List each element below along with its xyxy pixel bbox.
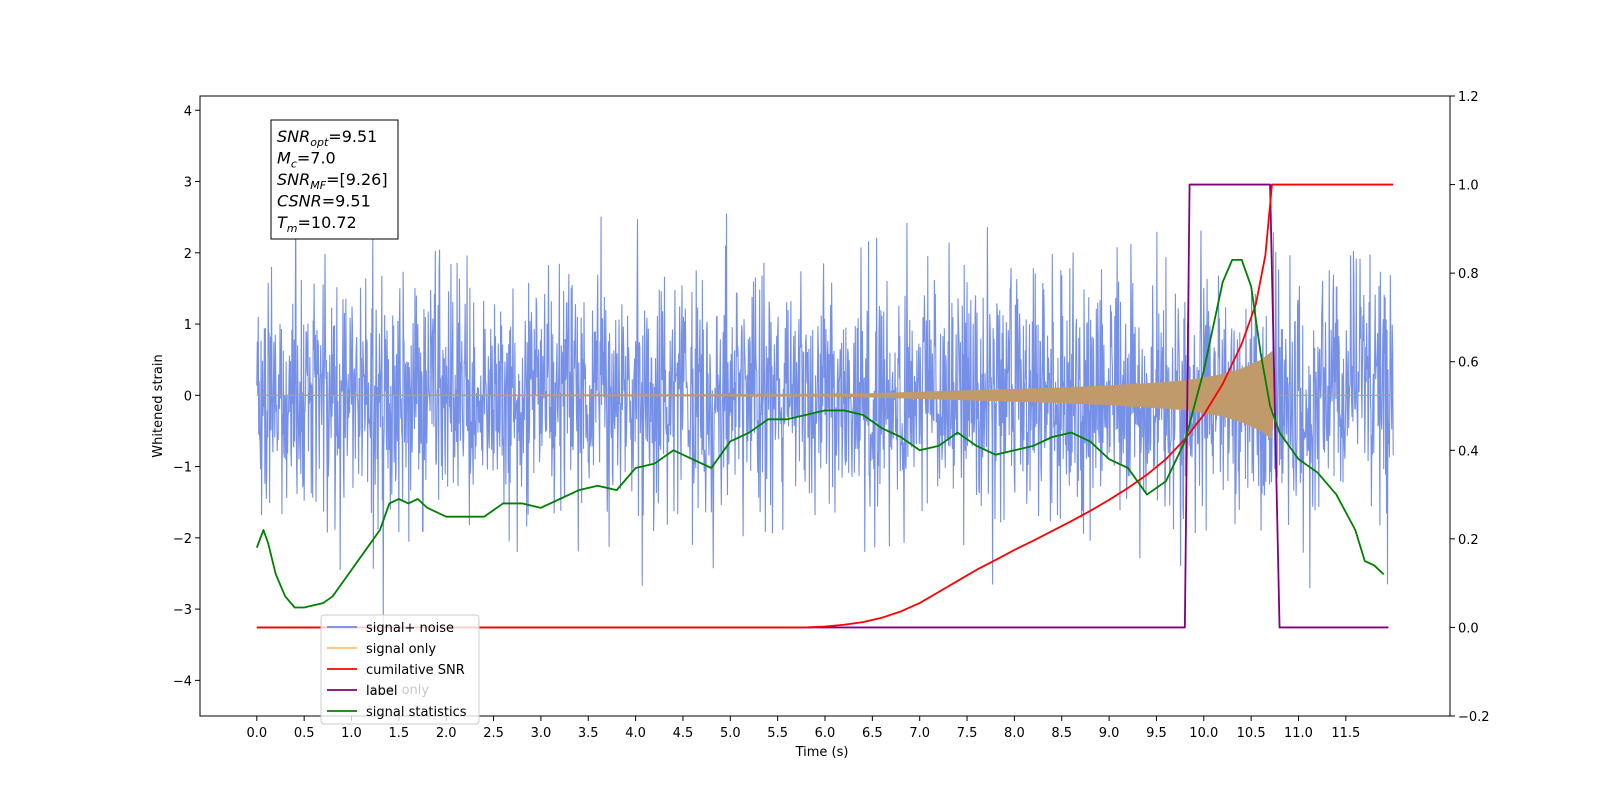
x-tick-label: 7.0 bbox=[909, 726, 930, 741]
annotation-line: SNRopt=9.51 bbox=[277, 127, 377, 149]
x-tick-label: 10.0 bbox=[1189, 726, 1218, 741]
x-tick-label: 0.5 bbox=[294, 726, 315, 741]
legend-entry: signal only bbox=[366, 642, 436, 657]
x-tick-label: 7.5 bbox=[957, 726, 978, 741]
x-tick-label: 6.0 bbox=[815, 726, 836, 741]
x-tick-label: 2.0 bbox=[436, 726, 457, 741]
legend-entry: cumilative SNR bbox=[366, 663, 465, 678]
legend-hidden-text: label only bbox=[366, 683, 429, 698]
x-tick-label: 4.0 bbox=[625, 726, 646, 741]
x-tick-label: 5.5 bbox=[767, 726, 788, 741]
x-tick-label: 9.0 bbox=[1099, 726, 1120, 741]
x-tick-label: 3.0 bbox=[531, 726, 552, 741]
y-tick-label: −4 bbox=[173, 674, 192, 689]
x-tick-label: 11.5 bbox=[1331, 726, 1360, 741]
x-tick-label: 3.5 bbox=[578, 726, 599, 741]
y2-tick-label: 1.0 bbox=[1458, 179, 1479, 194]
legend-frame bbox=[320, 614, 480, 725]
annotation-line: Tm=10.72 bbox=[277, 213, 357, 235]
x-tick-label: 8.0 bbox=[1004, 726, 1025, 741]
legend: label only signal+ noise signal only cumil… bbox=[320, 614, 480, 725]
x-tick-label: 2.5 bbox=[483, 726, 504, 741]
x-axis-label: Time (s) bbox=[795, 745, 849, 760]
x-tick-label: 8.5 bbox=[1051, 726, 1072, 741]
y-tick-label: 0 bbox=[184, 389, 192, 404]
y-axis-left: −4 −3 −2 −1 0 1 2 3 4 bbox=[173, 104, 200, 689]
x-axis: 0.0 0.5 1.0 1.5 2.0 2.5 3.0 3.5 4.0 4.5 5.0 5.5 6.0 6… bbox=[246, 716, 1360, 741]
legend-entry: signal statistics bbox=[366, 705, 467, 720]
series-signal-only bbox=[256, 351, 1394, 440]
y-axis-right: −0.2 0.0 0.2 0.4 0.6 0.8 1.0 1.2 bbox=[1450, 90, 1490, 725]
x-tick-label: 9.5 bbox=[1146, 726, 1167, 741]
x-tick-label: 5.0 bbox=[720, 726, 741, 741]
y2-tick-label: 0.0 bbox=[1458, 621, 1479, 636]
y2-tick-label: 0.6 bbox=[1458, 356, 1479, 371]
y-tick-label: 2 bbox=[184, 247, 192, 262]
x-tick-label: 1.0 bbox=[341, 726, 362, 741]
series-label bbox=[256, 183, 1389, 629]
x-tick-label: 6.5 bbox=[862, 726, 883, 741]
y-tick-label: 1 bbox=[184, 318, 192, 333]
y2-tick-label: 1.2 bbox=[1458, 90, 1479, 105]
annotation-line: CSNR=9.51 bbox=[277, 192, 371, 211]
series-cumulative-snr bbox=[256, 183, 1394, 629]
y2-tick-label: −0.2 bbox=[1458, 710, 1490, 725]
annotation-line: SNRMF=[9.26] bbox=[277, 170, 388, 192]
y-tick-label: 4 bbox=[184, 104, 192, 119]
plot-area bbox=[255, 183, 1394, 629]
x-tick-label: 11.0 bbox=[1284, 726, 1313, 741]
y-tick-label: −3 bbox=[173, 603, 192, 618]
x-tick-label: 10.5 bbox=[1237, 726, 1266, 741]
legend-entry: label bbox=[366, 684, 397, 699]
y2-tick-label: 0.4 bbox=[1458, 444, 1479, 459]
y-tick-label: −1 bbox=[173, 461, 192, 476]
legend-entry: signal+ noise bbox=[366, 621, 454, 636]
y2-tick-label: 0.2 bbox=[1458, 533, 1479, 548]
y-tick-label: 3 bbox=[184, 176, 192, 191]
series-signal-noise bbox=[256, 183, 1394, 627]
y2-tick-label: 0.8 bbox=[1458, 267, 1479, 282]
x-tick-label: 1.5 bbox=[389, 726, 410, 741]
x-tick-label: 4.5 bbox=[673, 726, 694, 741]
y-tick-label: −2 bbox=[173, 532, 192, 547]
annotation-line: Mc=7.0 bbox=[277, 149, 336, 171]
x-tick-label: 0.0 bbox=[246, 726, 267, 741]
y-axis-label: Whitened strain bbox=[151, 354, 166, 457]
series-signal-statistics bbox=[255, 258, 1385, 609]
